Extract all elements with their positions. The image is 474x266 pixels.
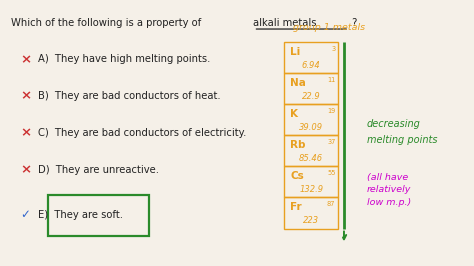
Text: Li: Li [290,47,301,56]
Text: D)  They are unreactive.: D) They are unreactive. [38,165,159,175]
Text: 11: 11 [327,77,336,83]
Bar [284,104,338,135]
Bar [284,42,338,73]
Text: (all have
relatively
low m.p.): (all have relatively low m.p.) [366,173,411,207]
Bar [284,135,338,167]
Text: ×: × [20,127,31,139]
Text: ×: × [20,90,31,103]
Text: 55: 55 [327,170,336,176]
Text: ?: ? [349,19,357,28]
Text: alkali metals: alkali metals [254,19,317,28]
Text: E)  They are soft.: E) They are soft. [38,210,123,220]
Text: 6.94: 6.94 [302,61,320,70]
Text: C)  They are bad conductors of electricity.: C) They are bad conductors of electricit… [38,128,246,138]
Text: Cs: Cs [290,171,304,181]
Text: B)  They are bad conductors of heat.: B) They are bad conductors of heat. [38,91,221,101]
Text: A)  They have high melting points.: A) They have high melting points. [38,54,210,64]
Text: 19: 19 [327,108,336,114]
Text: Rb: Rb [290,140,306,150]
Text: decreasing: decreasing [366,119,420,129]
Bar [284,197,338,228]
Text: ×: × [20,53,31,66]
Text: Fr: Fr [290,202,302,212]
Text: ✓: ✓ [20,208,30,221]
Text: 37: 37 [327,139,336,145]
Text: group 1 metals: group 1 metals [293,23,365,32]
Text: 87: 87 [327,201,336,207]
Text: Na: Na [290,78,306,88]
Text: 22.9: 22.9 [302,92,320,101]
Text: 3: 3 [331,46,336,52]
Text: ×: × [20,163,31,176]
Text: 85.46: 85.46 [299,154,323,163]
Bar [284,167,338,197]
Text: 223: 223 [303,216,319,225]
Text: melting points: melting points [366,135,437,145]
Text: K: K [290,109,298,119]
Text: Which of the following is a property of: Which of the following is a property of [11,19,204,28]
Text: 132.9: 132.9 [299,185,323,194]
Bar [284,73,338,104]
Text: 39.09: 39.09 [299,123,323,132]
